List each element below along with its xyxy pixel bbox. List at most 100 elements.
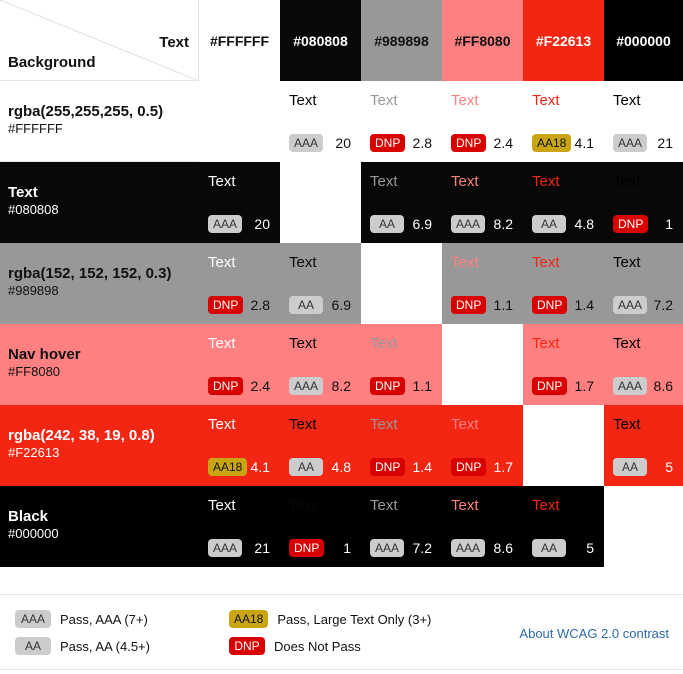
contrast-ratio: 2.4 xyxy=(493,135,513,151)
contrast-cell: Text AAA 20 xyxy=(199,162,280,243)
contrast-cell: Text DNP 1 xyxy=(604,162,683,243)
legend-label-aa18: Pass, Large Text Only (3+) xyxy=(277,611,432,627)
legend-label-dnp: Does Not Pass xyxy=(274,638,361,654)
legend-label-aa: Pass, AA (4.5+) xyxy=(60,638,150,654)
contrast-cell: Text AA18 4.1 xyxy=(523,81,604,162)
legend-item-aa18: AA18 Pass, Large Text Only (3+) xyxy=(229,610,431,628)
contrast-cell: Text DNP 1 xyxy=(280,486,361,567)
sample-text: Text xyxy=(613,416,641,433)
background-axis-label: Background xyxy=(8,54,96,71)
contrast-ratio: 5 xyxy=(665,459,673,475)
rating-badge: AA18 xyxy=(532,134,572,152)
rating-badge: AAA xyxy=(613,296,648,314)
contrast-grid: Text Background #FFFFFF #080808 #989898 #FF… xyxy=(0,0,683,567)
row-hex: #FF8080 xyxy=(8,364,61,379)
rating-badge: DNP xyxy=(208,377,244,395)
sample-text: Text xyxy=(451,497,479,514)
row-header: Text #080808 xyxy=(0,162,199,243)
rating-badge: AAA xyxy=(370,539,405,557)
sample-text: Text xyxy=(208,416,236,433)
rating-badge: DNP xyxy=(208,296,244,314)
contrast-ratio: 1 xyxy=(343,540,351,556)
contrast-ratio: 20 xyxy=(254,216,270,232)
sample-text: Text xyxy=(289,92,317,109)
legend-item-aaa: AAA Pass, AAA (7+) xyxy=(15,610,148,628)
text-axis-label: Text xyxy=(159,34,189,51)
contrast-cell: Text DNP 2.8 xyxy=(361,81,442,162)
contrast-cell: Text DNP 1.7 xyxy=(523,324,604,405)
contrast-ratio: 8.2 xyxy=(493,216,513,232)
sample-text: Text xyxy=(370,497,398,514)
contrast-cell: Text AAA 7.2 xyxy=(604,243,683,324)
rating-badge: DNP xyxy=(451,134,487,152)
rating-badge: AA18 xyxy=(208,458,248,476)
rating-badge: DNP xyxy=(532,377,568,395)
rating-badge: DNP xyxy=(289,539,325,557)
rating-badge: AAA xyxy=(208,215,243,233)
contrast-ratio: 1.1 xyxy=(493,297,513,313)
row-header: rgba(152, 152, 152, 0.3) #989898 xyxy=(0,243,199,324)
contrast-cell: Text AAA 7.2 xyxy=(361,486,442,567)
contrast-cell: Text AAA 8.2 xyxy=(280,324,361,405)
contrast-ratio: 2.4 xyxy=(250,378,270,394)
row-hex: #FFFFFF xyxy=(8,121,63,136)
rating-badge: AAA xyxy=(289,134,324,152)
diagonal-divider xyxy=(0,0,198,80)
contrast-cell: Text AAA 8.6 xyxy=(604,324,683,405)
row-name: Text xyxy=(8,184,38,201)
row-hex: #000000 xyxy=(8,526,59,541)
sample-text: Text xyxy=(613,335,641,352)
contrast-ratio: 21 xyxy=(254,540,270,556)
sample-text: Text xyxy=(451,173,479,190)
rating-badge: AAA xyxy=(451,215,486,233)
sample-text: Text xyxy=(289,335,317,352)
rating-badge: DNP xyxy=(370,458,406,476)
rating-badge: AAA xyxy=(451,539,486,557)
badge-aa: AA xyxy=(15,637,51,655)
contrast-cell: Text DNP 1.1 xyxy=(442,243,523,324)
about-wcag-link[interactable]: About WCAG 2.0 contrast xyxy=(519,626,669,641)
contrast-cell: Text DNP 1.1 xyxy=(361,324,442,405)
sample-text: Text xyxy=(370,416,398,433)
empty-cell xyxy=(280,162,361,243)
rating-badge: DNP xyxy=(370,134,406,152)
column-header: #FFFFFF xyxy=(199,0,280,81)
contrast-ratio: 1.7 xyxy=(574,378,594,394)
contrast-ratio: 1.7 xyxy=(493,459,513,475)
contrast-ratio: 8.6 xyxy=(493,540,513,556)
row-name: Nav hover xyxy=(8,346,81,363)
contrast-ratio: 6.9 xyxy=(331,297,351,313)
row-header: Black #000000 xyxy=(0,486,199,567)
contrast-cell: Text AAA 20 xyxy=(280,81,361,162)
contrast-ratio: 5 xyxy=(586,540,594,556)
rating-badge: AA xyxy=(289,458,323,476)
row-name: rgba(255,255,255, 0.5) xyxy=(8,103,164,120)
contrast-cell: Text AA 6.9 xyxy=(361,162,442,243)
contrast-ratio: 4.8 xyxy=(574,216,594,232)
empty-cell xyxy=(199,81,280,162)
contrast-ratio: 20 xyxy=(335,135,351,151)
rating-badge: AAA xyxy=(613,377,648,395)
sample-text: Text xyxy=(532,254,560,271)
row-hex: #989898 xyxy=(8,283,59,298)
contrast-ratio: 8.6 xyxy=(653,378,673,394)
contrast-ratio: 2.8 xyxy=(412,135,432,151)
contrast-cell: Text AAA 21 xyxy=(604,81,683,162)
empty-cell xyxy=(604,486,683,567)
row-name: rgba(242, 38, 19, 0.8) xyxy=(8,427,155,444)
sample-text: Text xyxy=(208,254,236,271)
badge-aaa: AAA xyxy=(15,610,51,628)
contrast-cell: Text AA 6.9 xyxy=(280,243,361,324)
contrast-cell: Text AAA 8.6 xyxy=(442,486,523,567)
sample-text: Text xyxy=(532,92,560,109)
corner-header: Text Background xyxy=(0,0,199,81)
rating-badge: AA xyxy=(613,458,647,476)
contrast-ratio: 6.9 xyxy=(412,216,432,232)
contrast-ratio: 4.8 xyxy=(331,459,351,475)
rating-badge: AA xyxy=(289,296,323,314)
contrast-cell: Text AA 4.8 xyxy=(523,162,604,243)
sample-text: Text xyxy=(289,416,317,433)
rating-badge: DNP xyxy=(532,296,568,314)
rating-badge: AAA xyxy=(289,377,324,395)
rating-badge: AA xyxy=(532,215,566,233)
